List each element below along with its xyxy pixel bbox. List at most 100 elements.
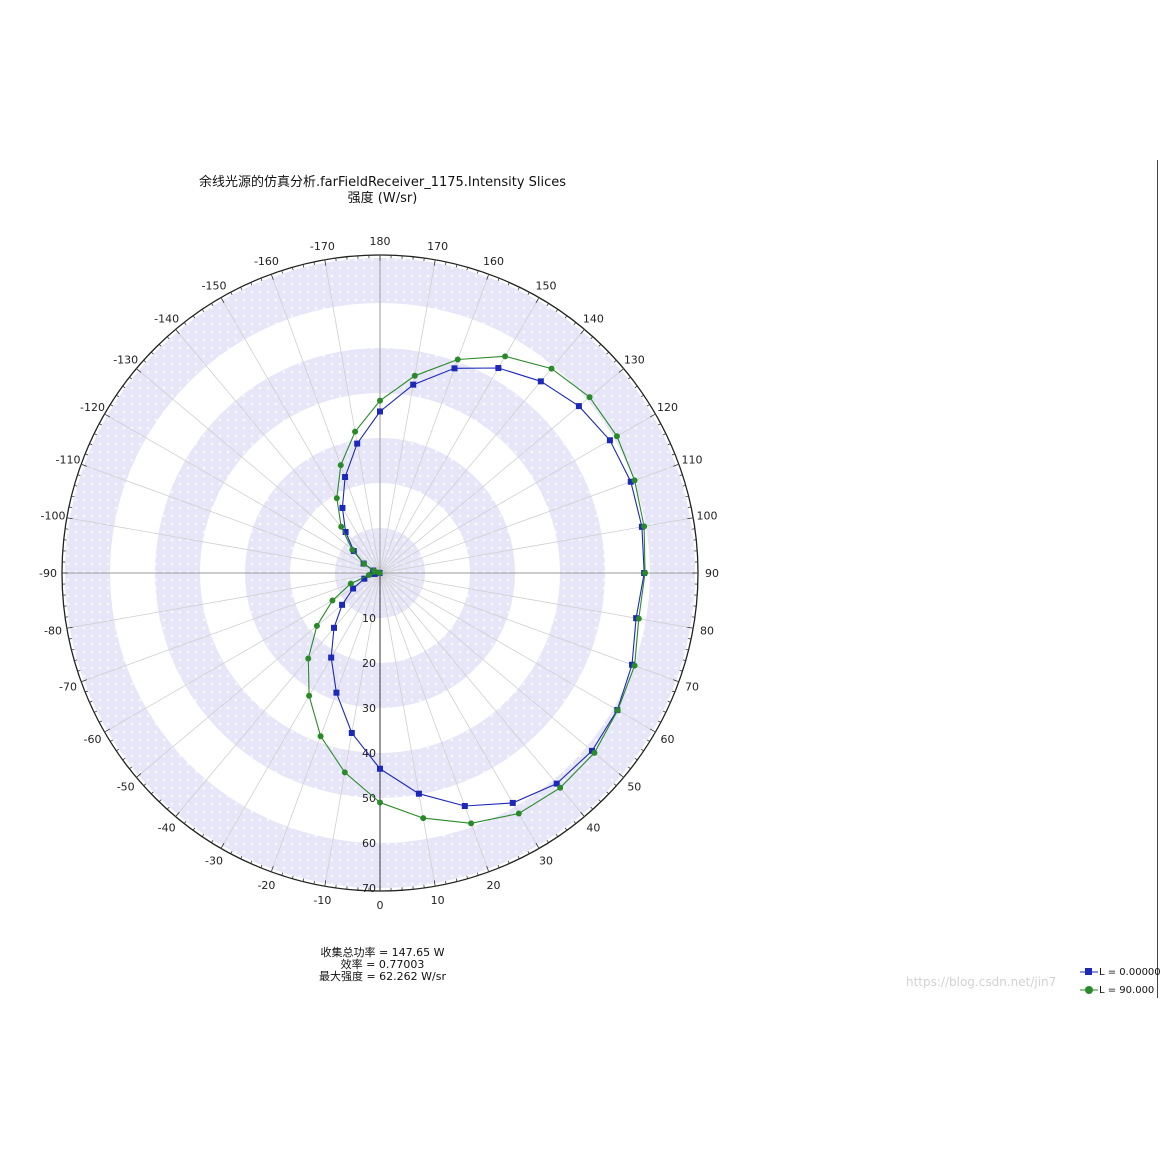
outer-tick [650,413,656,418]
data-point-circle [411,372,418,379]
outer-tick [688,638,692,640]
outer-tick [211,839,214,843]
outer-tick [598,799,602,802]
outer-tick [646,404,650,407]
outer-tick [292,267,294,271]
angle-tick-label: -100 [41,509,66,522]
data-point-circle [313,622,320,629]
outer-tick [555,309,559,313]
outer-tick [618,773,624,778]
outer-tick [129,766,132,770]
outer-tick [230,850,233,854]
outer-tick [94,433,98,436]
outer-tick [546,839,549,843]
outer-tick [324,880,327,887]
outer-tick [507,860,510,864]
outer-tick [613,783,617,787]
data-point-square [361,575,368,582]
outer-tick [240,855,243,859]
data-point-square [331,624,338,631]
data-point-square [575,403,582,410]
outer-tick [158,344,162,347]
data-point-circle [642,570,649,576]
angle-spoke [270,572,381,872]
data-point-circle [454,356,461,363]
outer-tick [104,728,110,733]
outer-tick [166,806,170,810]
outer-tick [667,700,671,703]
data-point-square [354,440,361,447]
efficiency-text: 效率 = 0.77003 [340,958,425,971]
angle-tick-label: -50 [117,780,135,793]
angle-tick-label: 170 [427,240,448,253]
outer-tick [606,351,609,355]
angle-tick-label: -30 [205,855,223,868]
outer-tick [66,626,73,629]
data-point-circle [586,394,593,401]
legend-item-l0: L = 0.00000 [1080,966,1160,978]
legend-label: L = 90.000 [1099,984,1155,996]
outer-tick [573,322,577,325]
outer-tick [211,303,214,307]
outer-tick [324,259,327,266]
outer-tick [682,659,686,661]
angle-spoke [379,297,540,574]
angle-spoke [379,572,436,887]
outer-tick [613,359,617,363]
outer-tick [477,872,479,876]
outer-tick [527,850,530,854]
data-point-square [328,654,335,661]
outer-tick [640,394,644,398]
data-point-circle [349,546,356,553]
outer-tick [85,453,89,456]
data-point-square [342,528,349,535]
outer-tick [486,866,490,872]
outer-tick [682,485,686,487]
outer-tick [546,303,549,307]
outer-tick [580,811,585,817]
angle-tick-label: -20 [257,879,275,892]
outer-tick [507,282,510,286]
outer-tick [104,413,110,418]
outer-tick [671,690,675,693]
data-point-square [461,802,468,809]
angle-spoke [104,413,381,574]
data-point-circle [557,784,564,791]
data-point-square [415,790,422,797]
angle-tick-label: -170 [310,240,335,253]
outer-tick [143,783,147,787]
angle-tick-label: -130 [113,354,138,367]
angle-spoke [379,274,490,574]
outer-tick [220,297,225,303]
data-point-square [339,601,346,608]
data-point-circle [333,495,340,502]
outer-tick [687,626,694,629]
data-point-square [495,365,502,372]
outer-tick [94,710,98,713]
data-point-circle [641,523,648,530]
outer-tick [640,748,644,752]
angle-tick-label: 160 [483,255,504,268]
angle-tick-label: 80 [700,625,714,638]
angle-tick-label: 180 [370,235,391,248]
outer-tick [99,720,103,723]
data-point-circle [317,733,324,740]
outer-tick [201,833,205,837]
data-point-square [333,689,340,696]
outer-tick [110,404,114,407]
data-point-circle [631,477,638,484]
legend-label: L = 0.00000 [1099,966,1160,978]
angle-spoke [136,368,381,574]
radial-tick-label: 50 [362,792,376,805]
outer-tick [657,423,661,426]
outer-tick [74,659,78,661]
outer-tick [201,309,205,313]
outer-tick [151,351,154,355]
angle-tick-label: 90 [705,567,719,580]
outer-tick [81,463,87,467]
outer-tick [166,336,170,340]
outer-tick [486,274,490,280]
outer-tick [685,648,689,651]
outer-tick [116,748,120,752]
outer-tick [77,474,81,476]
